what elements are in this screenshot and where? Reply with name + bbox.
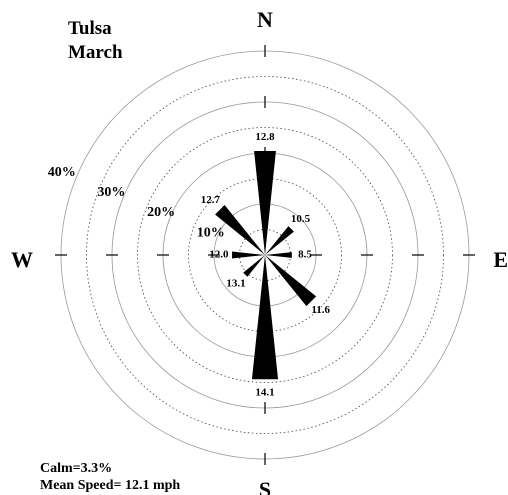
speed-label: 13.1 bbox=[226, 278, 245, 290]
ring-label: 40% bbox=[48, 165, 76, 180]
petal bbox=[232, 251, 265, 259]
minor-ring bbox=[188, 178, 342, 332]
compass-label: E bbox=[493, 247, 508, 272]
speed-label: 12.8 bbox=[255, 131, 275, 143]
speed-label: 12.0 bbox=[209, 249, 229, 261]
calm-label: Calm=3.3% bbox=[40, 461, 112, 476]
speed-label: 8.5 bbox=[298, 249, 312, 261]
speed-label: 12.7 bbox=[201, 194, 221, 206]
chart-subtitle: March bbox=[68, 42, 123, 63]
speed-label: 10.5 bbox=[291, 213, 311, 225]
compass-label: W bbox=[11, 247, 33, 272]
petal bbox=[254, 151, 276, 255]
ring-label: 10% bbox=[197, 225, 225, 240]
speed-label: 14.1 bbox=[255, 386, 274, 398]
petal bbox=[265, 252, 292, 258]
petal bbox=[215, 205, 265, 255]
minor-ring bbox=[86, 76, 444, 434]
compass-label: N bbox=[257, 7, 273, 32]
compass-label: S bbox=[259, 477, 271, 495]
chart-title: Tulsa bbox=[68, 18, 112, 39]
ring-label: 20% bbox=[147, 205, 175, 220]
petal bbox=[265, 255, 317, 307]
ring-label: 30% bbox=[97, 185, 125, 200]
petal bbox=[243, 255, 265, 277]
speed-label: 11.6 bbox=[311, 304, 330, 316]
minor-ring bbox=[137, 127, 393, 383]
mean-speed-label: Mean Speed= 12.1 mph bbox=[40, 478, 180, 493]
petal bbox=[251, 255, 279, 380]
petal bbox=[265, 226, 294, 255]
